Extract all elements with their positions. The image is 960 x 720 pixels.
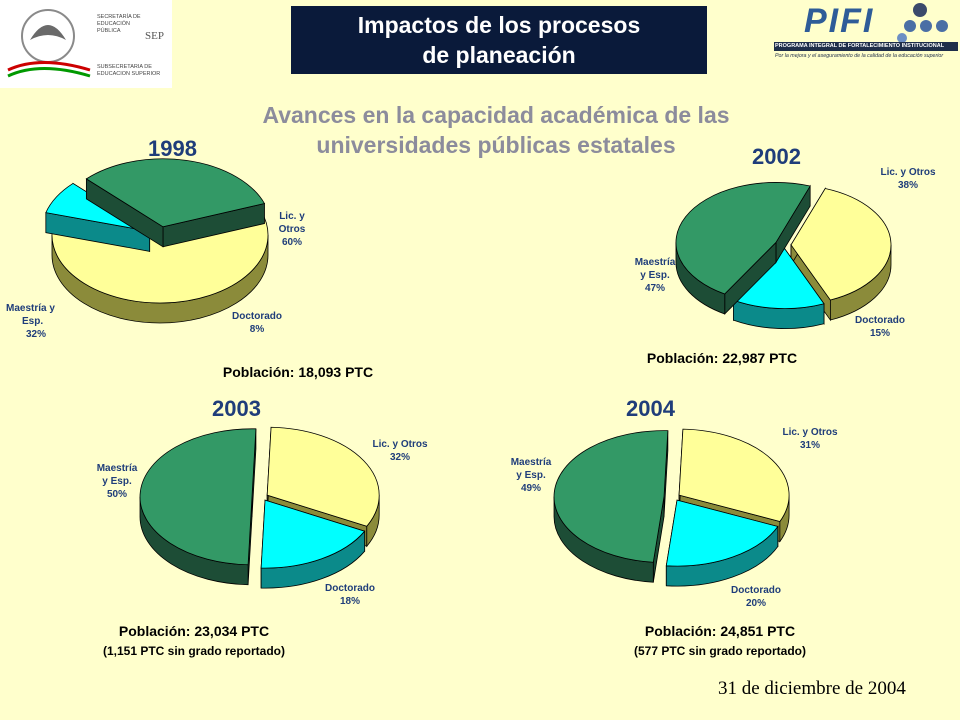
- population-2003: Población: 23,034 PTC: [118, 623, 270, 639]
- title-line-2: de planeación: [422, 42, 576, 68]
- population-2002: Población: 22,987 PTC: [646, 350, 798, 366]
- pie-2003: [139, 426, 380, 589]
- pifi-wordmark: PIFI: [804, 2, 875, 40]
- slice-top-mae-1998: [85, 158, 266, 228]
- chart-title-2003: 2003: [212, 396, 261, 421]
- slice-mae-2003: [139, 428, 257, 586]
- subtitle-line-2: universidades públicas estatales: [316, 132, 676, 158]
- page-subtitle: Avances en la capacidad académica de las…: [200, 100, 792, 160]
- footer-date: 31 de diciembre de 2004: [718, 678, 906, 699]
- slice-label-doc-1998: Doctorado 8%: [232, 311, 282, 335]
- slice-top-doc-2003: [260, 499, 366, 569]
- chart-title-2002: 2002: [752, 144, 801, 169]
- pie-1998: [45, 158, 269, 324]
- slice-top-lic-2002: [790, 188, 892, 301]
- slice-mae-2004: [553, 430, 669, 583]
- slice-doc-2003: [260, 499, 366, 589]
- sep-logo-text: SECRETARÍA DE EDUCACIÓN PÚBLICA: [97, 14, 141, 34]
- slice-top-doc-2004: [665, 499, 779, 567]
- slice-mae-1998: [85, 158, 266, 248]
- pifi-bar: [774, 42, 958, 51]
- sep-logo: SECRETARÍA DE EDUCACIÓN PÚBLICA SEP SUBS…: [0, 0, 172, 88]
- eagle-seal-icon: [7, 9, 91, 78]
- pifi-logo: PIFI PROGRAMA INTEGRAL DE FORTALECIMIENT…: [772, 0, 960, 70]
- slice-label-mae-2002: Maestría y Esp. 47%: [634, 257, 676, 294]
- subtitle-line-1: Avances en la capacidad académica de las: [262, 102, 730, 128]
- slice-label-mae-2003: Maestría y Esp. 50%: [96, 463, 138, 500]
- sep-sub-text: SUBSECRETARIA DE EDUCACION SUPERIOR: [97, 64, 161, 77]
- chart-title-1998: 1998: [148, 136, 197, 161]
- slice-top-mae-2002: [675, 182, 811, 295]
- dots-logo-icon: [897, 3, 948, 43]
- page-title: Impactos de los procesos de planeación: [291, 6, 707, 74]
- slice-mae-2002: [675, 182, 811, 315]
- pifi-tagline: Por la mejora y el aseguramiento de la c…: [775, 53, 944, 59]
- pie-2002: [675, 182, 892, 329]
- slice-label-lic-2003: Lic. y Otros 32%: [372, 439, 428, 463]
- slice-top-lic-2004: [678, 428, 790, 522]
- slice-top-mae-2003: [139, 428, 257, 566]
- slice-label-doc-2002: Doctorado 15%: [855, 315, 905, 339]
- slice-top-mae-2004: [553, 430, 669, 563]
- slice-top-lic-2003: [266, 426, 380, 527]
- pie-2004: [553, 428, 790, 587]
- chart-title-2004: 2004: [626, 396, 675, 421]
- slice-label-lic-2002: Lic. y Otros 38%: [880, 167, 936, 191]
- note-2004: (577 PTC sin grado reportado): [633, 644, 807, 658]
- note-2003: (1,151 PTC sin grado reportado): [102, 644, 286, 658]
- title-line-1: Impactos de los procesos: [357, 12, 641, 38]
- slice-label-lic-2004: Lic. y Otros 31%: [782, 427, 838, 451]
- slice-label-doc-2003: Doctorado 18%: [325, 583, 375, 607]
- pifi-program-name: PROGRAMA INTEGRAL DE FORTALECIMIENTO INS…: [775, 43, 945, 49]
- slice-label-lic-1998: Lic. y Otros 60%: [278, 211, 306, 248]
- slice-label-mae-1998: Maestría y Esp. 32%: [6, 303, 55, 340]
- sep-mark: SEP: [145, 30, 164, 42]
- slice-doc-2004: [665, 499, 779, 587]
- slice-top-doc-2002: [732, 247, 825, 309]
- population-2004: Población: 24,851 PTC: [644, 623, 796, 639]
- population-1998: Población: 18,093 PTC: [222, 364, 374, 380]
- slice-label-doc-2004: Doctorado 20%: [731, 585, 781, 609]
- slice-label-mae-2004: Maestría y Esp. 49%: [510, 457, 552, 494]
